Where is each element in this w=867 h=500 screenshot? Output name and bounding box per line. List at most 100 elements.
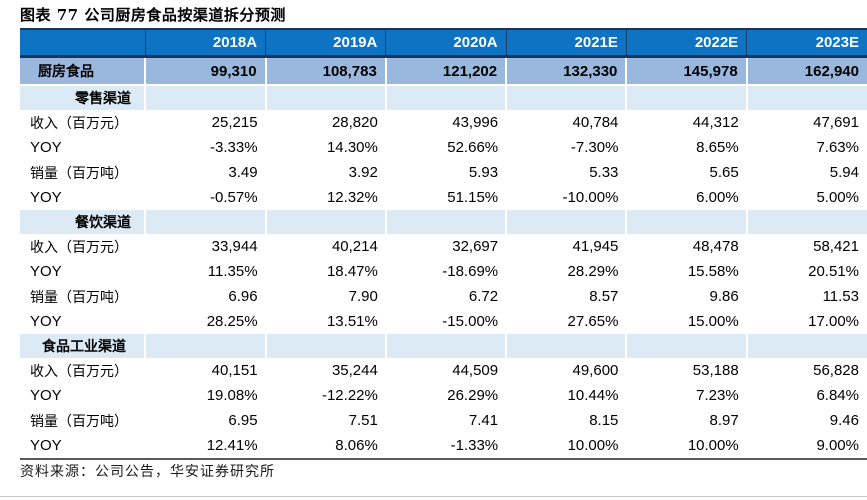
table-row: YOY -0.57% 12.32% 51.15% -10.00% 6.00% 5… bbox=[20, 185, 867, 210]
kitchen-food-total-row: 厨房食品 99,310 108,783 121,202 132,330 145,… bbox=[20, 56, 867, 86]
cell-value: 10.44% bbox=[506, 383, 627, 408]
empty-cell bbox=[384, 210, 507, 234]
empty-cell bbox=[264, 210, 386, 234]
cell-value: -12.22% bbox=[265, 383, 386, 408]
section-label: 餐饮渠道 bbox=[20, 210, 146, 234]
cell-value: 3.49 bbox=[145, 160, 266, 185]
empty-cell bbox=[625, 334, 747, 358]
forecast-table: 2018A 2019A 2020A 2021E 2022E 2023E 厨房食品… bbox=[20, 28, 867, 460]
cell-value: 10.00% bbox=[626, 433, 747, 460]
col-header-2018a: 2018A bbox=[144, 28, 266, 58]
empty-cell bbox=[745, 210, 867, 234]
empty-cell bbox=[505, 85, 627, 110]
cell-value: -15.00% bbox=[385, 309, 507, 334]
col-header-2019a: 2019A bbox=[265, 28, 386, 58]
empty-cell bbox=[745, 334, 867, 358]
row-label: 销量（百万吨） bbox=[20, 408, 146, 433]
cell-value: 5.65 bbox=[626, 160, 747, 185]
cell-value: 11.53 bbox=[746, 284, 867, 309]
cell-value: 49,600 bbox=[506, 358, 627, 383]
cell-value: 32,697 bbox=[385, 234, 507, 259]
empty-cell bbox=[144, 85, 266, 110]
cell-value: 26.29% bbox=[385, 383, 507, 408]
row-label: 销量（百万吨） bbox=[20, 284, 146, 309]
cell-value: -3.33% bbox=[145, 135, 266, 160]
row-label: YOY bbox=[20, 309, 146, 334]
cell-value: 7.41 bbox=[385, 408, 507, 433]
corner-header-cell bbox=[20, 28, 146, 58]
row-label: 销量（百万吨） bbox=[20, 160, 146, 185]
cell-value: 12.32% bbox=[265, 185, 386, 210]
cell-value: 48,478 bbox=[626, 234, 747, 259]
cell-value: 162,940 bbox=[745, 56, 867, 86]
empty-cell bbox=[505, 334, 627, 358]
cell-value: 47,691 bbox=[746, 110, 867, 135]
cell-value: 28.29% bbox=[506, 259, 627, 284]
section-label: 零售渠道 bbox=[20, 85, 146, 110]
cell-value: 20.51% bbox=[746, 259, 867, 284]
empty-cell bbox=[144, 210, 266, 234]
col-header-2021e: 2021E bbox=[505, 28, 627, 58]
cell-value: 7.51 bbox=[265, 408, 386, 433]
cell-value: 33,944 bbox=[145, 234, 266, 259]
section-label: 食品工业渠道 bbox=[20, 334, 146, 358]
cell-value: 6.00% bbox=[626, 185, 747, 210]
cell-value: 10.00% bbox=[506, 433, 627, 460]
cell-value: 5.93 bbox=[385, 160, 507, 185]
page-divider bbox=[0, 496, 867, 497]
cell-value: 8.97 bbox=[626, 408, 747, 433]
cell-value: 132,330 bbox=[505, 56, 627, 86]
cell-value: 11.35% bbox=[145, 259, 266, 284]
cell-value: 17.00% bbox=[746, 309, 867, 334]
cell-value: 6.84% bbox=[746, 383, 867, 408]
cell-value: 8.65% bbox=[626, 135, 747, 160]
cell-value: 43,996 bbox=[385, 110, 507, 135]
table-row: 销量（百万吨） 6.95 7.51 7.41 8.15 8.97 9.46 bbox=[20, 408, 867, 433]
empty-cell bbox=[264, 85, 386, 110]
cell-value: 40,784 bbox=[506, 110, 627, 135]
year-header-row: 2018A 2019A 2020A 2021E 2022E 2023E bbox=[20, 28, 867, 58]
cell-value: 12.41% bbox=[145, 433, 266, 460]
empty-cell bbox=[264, 334, 386, 358]
cell-value: 9.46 bbox=[746, 408, 867, 433]
col-header-2023e: 2023E bbox=[746, 28, 867, 58]
cell-value: 14.30% bbox=[265, 135, 386, 160]
empty-cell bbox=[505, 210, 627, 234]
cell-value: 40,151 bbox=[145, 358, 266, 383]
empty-cell bbox=[384, 85, 507, 110]
cell-value: 41,945 bbox=[506, 234, 627, 259]
cell-value: 108,783 bbox=[264, 56, 386, 86]
cell-value: 7.90 bbox=[265, 284, 386, 309]
cell-value: 28.25% bbox=[145, 309, 266, 334]
cell-value: 13.51% bbox=[265, 309, 386, 334]
empty-cell bbox=[745, 85, 867, 110]
cell-value: 25,215 bbox=[145, 110, 266, 135]
table-row: 收入（百万元） 33,944 40,214 32,697 41,945 48,4… bbox=[20, 234, 867, 259]
row-label: YOY bbox=[20, 433, 146, 460]
cell-value: 27.65% bbox=[506, 309, 627, 334]
cell-value: 18.47% bbox=[265, 259, 386, 284]
cell-value: 40,214 bbox=[265, 234, 386, 259]
table-row: 销量（百万吨） 3.49 3.92 5.93 5.33 5.65 5.94 bbox=[20, 160, 867, 185]
cell-value: 8.06% bbox=[265, 433, 386, 460]
table-row: YOY 12.41% 8.06% -1.33% 10.00% 10.00% 9.… bbox=[20, 433, 867, 460]
cell-value: 8.15 bbox=[506, 408, 627, 433]
table-row: YOY 11.35% 18.47% -18.69% 28.29% 15.58% … bbox=[20, 259, 867, 284]
col-header-2022e: 2022E bbox=[625, 28, 747, 58]
cell-value: 6.95 bbox=[145, 408, 266, 433]
row-label: YOY bbox=[20, 259, 146, 284]
empty-cell bbox=[625, 85, 747, 110]
cell-value: 7.63% bbox=[746, 135, 867, 160]
row-label: 收入（百万元） bbox=[20, 234, 146, 259]
empty-cell bbox=[625, 210, 747, 234]
cell-value: 121,202 bbox=[384, 56, 507, 86]
cell-value: 6.72 bbox=[385, 284, 507, 309]
cell-value: 15.00% bbox=[626, 309, 747, 334]
cell-value: 51.15% bbox=[385, 185, 507, 210]
cell-value: 28,820 bbox=[265, 110, 386, 135]
cell-value: 5.33 bbox=[506, 160, 627, 185]
section-header-retail: 零售渠道 bbox=[20, 85, 867, 110]
cell-value: 7.23% bbox=[626, 383, 747, 408]
cell-value: 15.58% bbox=[626, 259, 747, 284]
